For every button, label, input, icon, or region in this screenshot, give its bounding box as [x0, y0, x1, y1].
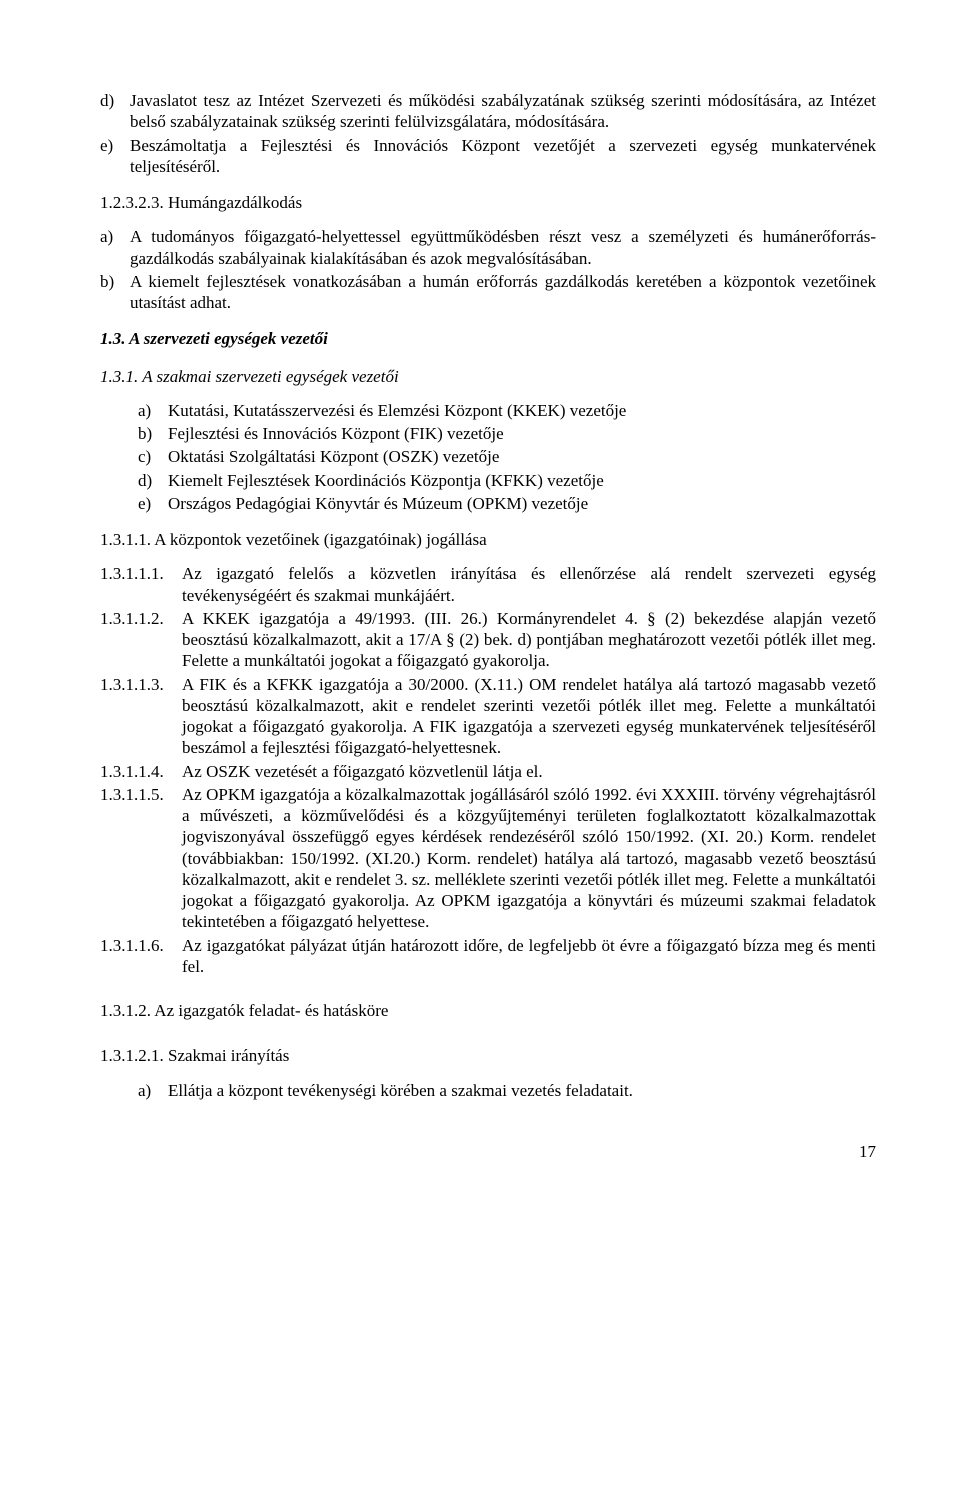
list-item: 1.3.1.1.1. Az igazgató felelős a közvetl…: [100, 563, 876, 606]
list-marker: a): [138, 1080, 168, 1101]
list-item: a) Ellátja a központ tevékenységi körébe…: [100, 1080, 876, 1101]
list-text: Javaslatot tesz az Intézet Szervezeti és…: [130, 90, 876, 133]
list-marker: 1.3.1.1.1.: [100, 563, 182, 606]
list-marker: b): [138, 423, 168, 444]
heading-1-3: 1.3. A szervezeti egységek vezetői: [100, 328, 876, 349]
list-marker: 1.3.1.1.2.: [100, 608, 182, 672]
list-item: d) Javaslatot tesz az Intézet Szervezeti…: [100, 90, 876, 133]
list-item: 1.3.1.1.6. Az igazgatókat pályázat útján…: [100, 935, 876, 978]
list-text: Az OPKM igazgatója a közalkalmazottak jo…: [182, 784, 876, 933]
list-item: a) A tudományos főigazgató-helyettessel …: [100, 226, 876, 269]
list-text: A tudományos főigazgató-helyettessel egy…: [130, 226, 876, 269]
heading-1-3-1-1: 1.3.1.1. A központok vezetőinek (igazgat…: [100, 529, 876, 550]
list-marker: c): [138, 446, 168, 467]
list-item: a) Kutatási, Kutatásszervezési és Elemzé…: [100, 400, 876, 421]
list-item: b) A kiemelt fejlesztések vonatkozásában…: [100, 271, 876, 314]
list-text: Kutatási, Kutatásszervezési és Elemzési …: [168, 400, 876, 421]
list-marker: a): [100, 226, 130, 269]
list-marker: 1.3.1.1.4.: [100, 761, 182, 782]
list-text: Ellátja a központ tevékenységi körében a…: [168, 1080, 876, 1101]
list-item: 1.3.1.1.2. A KKEK igazgatója a 49/1993. …: [100, 608, 876, 672]
list-item: e) Országos Pedagógiai Könyvtár és Múzeu…: [100, 493, 876, 514]
list-item: d) Kiemelt Fejlesztések Koordinációs Köz…: [100, 470, 876, 491]
list-marker: d): [100, 90, 130, 133]
heading-1-2-3-2-3: 1.2.3.2.3. Humángazdálkodás: [100, 192, 876, 213]
list-text: A kiemelt fejlesztések vonatkozásában a …: [130, 271, 876, 314]
heading-1-3-1-2-1: 1.3.1.2.1. Szakmai irányítás: [100, 1045, 876, 1066]
list-text: Az igazgatókat pályázat útján határozott…: [182, 935, 876, 978]
list-text: Oktatási Szolgáltatási Központ (OSZK) ve…: [168, 446, 876, 467]
list-item: 1.3.1.1.4. Az OSZK vezetését a főigazgat…: [100, 761, 876, 782]
list-item: c) Oktatási Szolgáltatási Központ (OSZK)…: [100, 446, 876, 467]
list-text: A FIK és a KFKK igazgatója a 30/2000. (X…: [182, 674, 876, 759]
list-marker: e): [138, 493, 168, 514]
list-text: Beszámoltatja a Fejlesztési és Innováció…: [130, 135, 876, 178]
list-marker: 1.3.1.1.5.: [100, 784, 182, 933]
list-marker: 1.3.1.1.3.: [100, 674, 182, 759]
list-item: 1.3.1.1.5. Az OPKM igazgatója a közalkal…: [100, 784, 876, 933]
list-text: Országos Pedagógiai Könyvtár és Múzeum (…: [168, 493, 876, 514]
list-marker: 1.3.1.1.6.: [100, 935, 182, 978]
list-item: b) Fejlesztési és Innovációs Központ (FI…: [100, 423, 876, 444]
heading-1-3-1: 1.3.1. A szakmai szervezeti egységek vez…: [100, 366, 876, 387]
list-marker: b): [100, 271, 130, 314]
list-text: Az igazgató felelős a közvetlen irányítá…: [182, 563, 876, 606]
list-item: e) Beszámoltatja a Fejlesztési és Innová…: [100, 135, 876, 178]
page-number: 17: [100, 1141, 876, 1162]
list-text: Az OSZK vezetését a főigazgató közvetlen…: [182, 761, 876, 782]
list-marker: d): [138, 470, 168, 491]
list-item: 1.3.1.1.3. A FIK és a KFKK igazgatója a …: [100, 674, 876, 759]
list-text: A KKEK igazgatója a 49/1993. (III. 26.) …: [182, 608, 876, 672]
list-marker: a): [138, 400, 168, 421]
list-text: Kiemelt Fejlesztések Koordinációs Közpon…: [168, 470, 876, 491]
list-text: Fejlesztési és Innovációs Központ (FIK) …: [168, 423, 876, 444]
list-marker: e): [100, 135, 130, 178]
heading-1-3-1-2: 1.3.1.2. Az igazgatók feladat- és hatásk…: [100, 1000, 876, 1021]
